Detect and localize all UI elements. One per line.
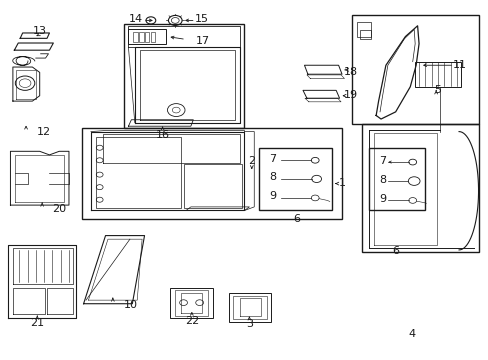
- Bar: [232, 296, 267, 319]
- Text: 22: 22: [184, 316, 199, 325]
- Bar: [145, 32, 149, 41]
- Bar: [128, 30, 166, 44]
- Bar: [151, 32, 155, 41]
- Bar: [96, 137, 181, 208]
- Text: 2: 2: [248, 156, 255, 166]
- Bar: [82, 128, 341, 220]
- Text: 10: 10: [123, 300, 138, 310]
- Bar: [259, 148, 331, 211]
- Text: 20: 20: [52, 204, 66, 214]
- Bar: [175, 291, 207, 316]
- Bar: [359, 30, 370, 40]
- Text: 7: 7: [379, 156, 386, 166]
- Text: 18: 18: [343, 67, 357, 77]
- Text: 8: 8: [269, 172, 276, 183]
- Bar: [361, 125, 478, 252]
- Text: 14: 14: [129, 14, 143, 24]
- Text: 21: 21: [30, 319, 44, 328]
- Bar: [170, 288, 212, 318]
- Text: 4: 4: [407, 329, 414, 339]
- Text: 6: 6: [391, 246, 398, 256]
- Bar: [123, 24, 244, 128]
- Text: 1: 1: [338, 177, 345, 188]
- Text: 19: 19: [343, 90, 357, 100]
- Text: 12: 12: [37, 127, 51, 136]
- Text: 8: 8: [379, 175, 386, 185]
- Text: 16: 16: [155, 130, 169, 140]
- Bar: [356, 22, 370, 37]
- Text: 9: 9: [269, 191, 276, 201]
- Text: 7: 7: [269, 154, 276, 164]
- Bar: [351, 15, 478, 125]
- Text: 17: 17: [196, 36, 210, 46]
- Text: 15: 15: [194, 14, 208, 24]
- Text: 5: 5: [434, 85, 441, 95]
- Bar: [183, 164, 242, 208]
- Bar: [139, 32, 143, 41]
- Text: 3: 3: [245, 319, 252, 329]
- Text: 6: 6: [293, 215, 300, 224]
- Text: 9: 9: [379, 194, 386, 204]
- Text: 11: 11: [452, 60, 466, 70]
- Bar: [368, 148, 424, 211]
- Bar: [228, 293, 271, 321]
- Bar: [133, 32, 138, 41]
- Bar: [414, 62, 461, 87]
- Text: 13: 13: [33, 26, 47, 36]
